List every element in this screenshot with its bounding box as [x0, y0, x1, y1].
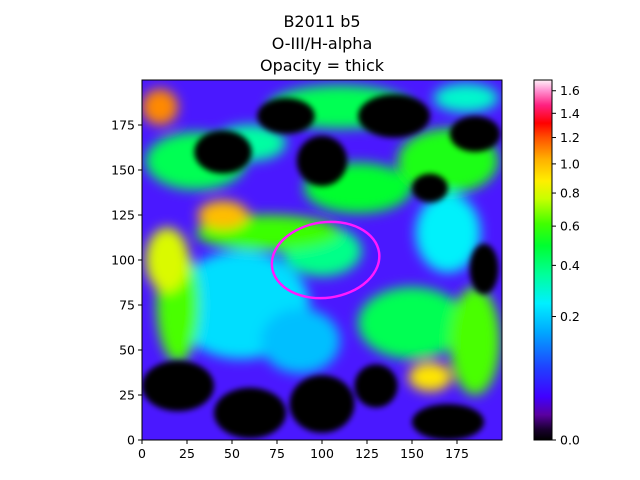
heatmap-region-1: [260, 308, 340, 374]
colorbar-frame: [533, 79, 553, 441]
heatmap-image: [142, 80, 502, 440]
heatmap-dark-region-6: [142, 360, 214, 412]
y-tick-label: 100: [111, 253, 135, 268]
colorbar-tick-label: 0.0: [560, 433, 580, 448]
colorbar-tick-label: 0.4: [560, 258, 580, 273]
heatmap-region-15: [408, 362, 452, 392]
heatmap-dark-region-10: [412, 404, 484, 440]
y-tick-label: 50: [119, 343, 135, 358]
x-tick-label: 25: [179, 446, 195, 461]
heatmap-dark-region-4: [449, 116, 501, 152]
colorbar-tick-label: 0.8: [560, 186, 580, 201]
colorbar-tick-label: 0.2: [560, 309, 580, 324]
heatmap-region-12: [145, 227, 189, 293]
heatmap-region-9: [449, 287, 501, 395]
heatmap-region-14: [197, 200, 249, 230]
y-tick-label: 25: [119, 388, 135, 403]
x-tick-label: 100: [310, 446, 334, 461]
y-tick-label: 0: [127, 433, 135, 448]
heatmap-dark-region-7: [214, 387, 286, 439]
heatmap-dark-region-8: [289, 375, 355, 433]
title-line-2: O-III/H-alpha: [272, 34, 373, 53]
chart-title: B2011 b5 O-III/H-alpha Opacity = thick: [260, 12, 385, 75]
colorbar-ticks: 0.0 0.2 0.4 0.6 0.8 1.0 1.2 1.4 1.6: [552, 83, 580, 448]
colorbar-tick-label: 1.6: [560, 83, 580, 98]
colorbar: 0.0 0.2 0.4 0.6 0.8 1.0 1.2 1.4 1.6: [533, 79, 580, 448]
heatmap-dark-region-0: [194, 130, 252, 174]
heatmap-dark-region-1: [257, 98, 315, 134]
overlay-ellipse: [270, 220, 381, 300]
ellipse-overlay: [270, 220, 381, 300]
heatmap-dark-region-11: [469, 243, 499, 295]
y-tick-label: 150: [111, 163, 135, 178]
y-axis: 0 25 50 75 100 125 150 175: [111, 118, 142, 448]
colorbar-gradient: [534, 80, 552, 440]
x-tick-label: 0: [138, 446, 146, 461]
heatmap-region-17: [433, 83, 499, 113]
title-line-1: B2011 b5: [283, 12, 360, 31]
x-axis: 0 25 50 75 100 125 150 175: [138, 440, 469, 461]
x-tick-label: 75: [269, 446, 285, 461]
heatmap-dark-region-3: [358, 94, 430, 138]
y-tick-label: 75: [119, 298, 135, 313]
x-tick-label: 125: [355, 446, 379, 461]
colorbar-tick-label: 1.2: [560, 130, 580, 145]
colorbar-tick-label: 0.6: [560, 219, 580, 234]
heatmap-dark-region-2: [296, 135, 348, 187]
y-tick-label: 125: [111, 208, 135, 223]
x-tick-label: 150: [400, 446, 424, 461]
heatmap-dark-region-9: [354, 364, 398, 408]
heatmap-region-16: [142, 89, 178, 125]
heatmap-dark-region-5: [412, 173, 448, 203]
title-line-3: Opacity = thick: [260, 56, 385, 75]
colorbar-tick-label: 1.4: [560, 106, 580, 121]
y-tick-label: 175: [111, 118, 135, 133]
colorbar-tick-label: 1.0: [560, 156, 580, 171]
heatmap-region-8: [358, 287, 466, 359]
x-tick-label: 175: [445, 446, 469, 461]
heatmap-region-2: [415, 193, 481, 273]
x-tick-label: 50: [224, 446, 240, 461]
